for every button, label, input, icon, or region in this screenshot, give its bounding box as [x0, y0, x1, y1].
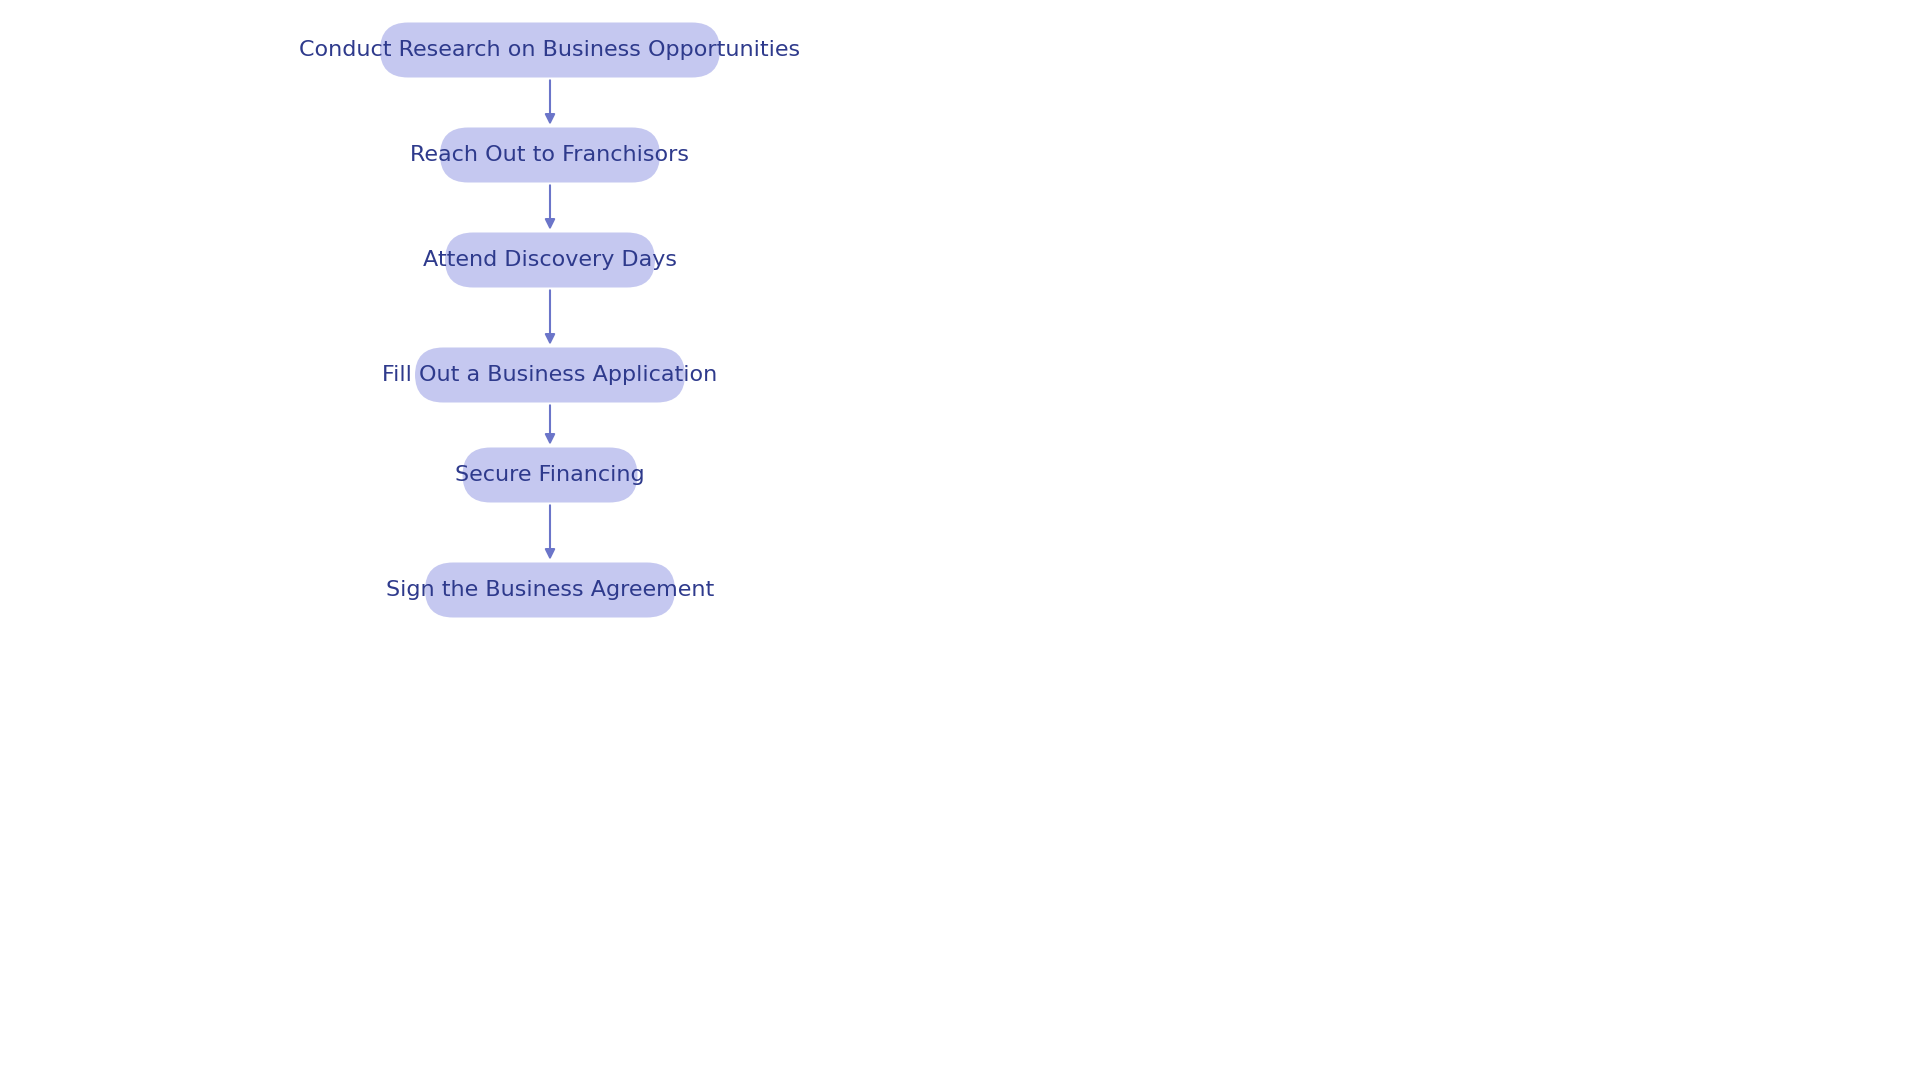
- Text: Conduct Research on Business Opportunities: Conduct Research on Business Opportuniti…: [300, 40, 801, 60]
- Text: Fill Out a Business Application: Fill Out a Business Application: [382, 365, 718, 384]
- FancyBboxPatch shape: [415, 348, 685, 403]
- FancyBboxPatch shape: [424, 563, 676, 618]
- Text: Secure Financing: Secure Financing: [455, 465, 645, 485]
- FancyBboxPatch shape: [445, 232, 655, 287]
- Text: Sign the Business Agreement: Sign the Business Agreement: [386, 580, 714, 600]
- FancyBboxPatch shape: [463, 447, 637, 502]
- Text: Reach Out to Franchisors: Reach Out to Franchisors: [411, 145, 689, 165]
- FancyBboxPatch shape: [440, 127, 660, 183]
- FancyBboxPatch shape: [380, 23, 720, 78]
- Text: Attend Discovery Days: Attend Discovery Days: [422, 249, 678, 270]
